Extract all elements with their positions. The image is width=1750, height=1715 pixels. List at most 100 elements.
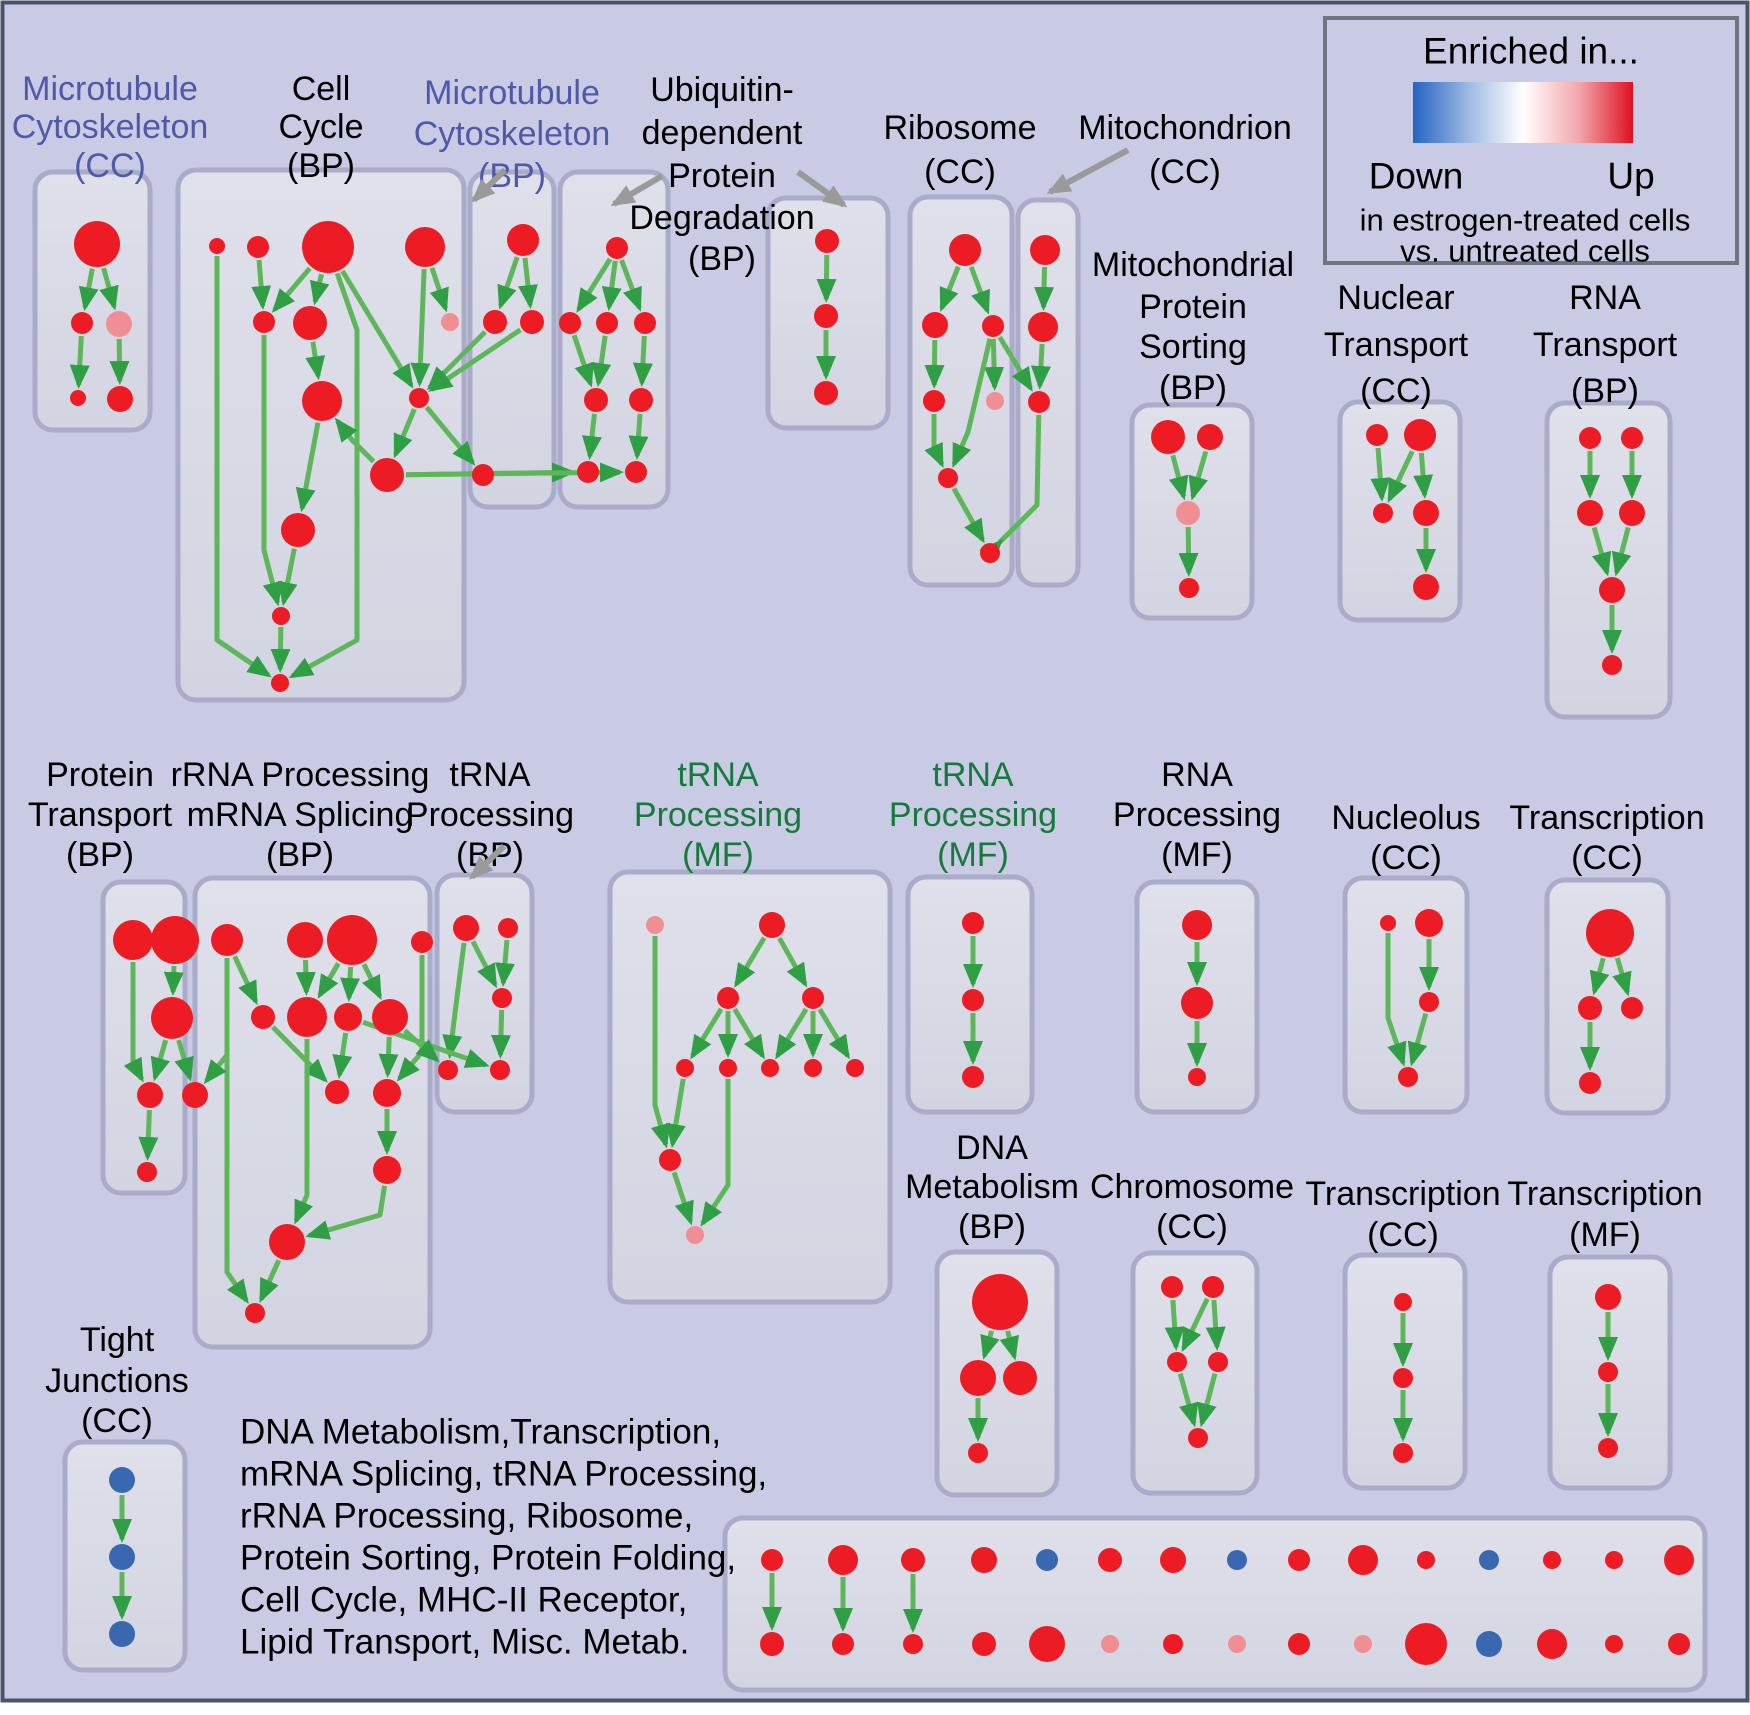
edge-arrow-chrom bbox=[1181, 1297, 1210, 1353]
gene-node-ubiq-6 bbox=[577, 461, 599, 483]
edge-arrow-ribosome bbox=[924, 414, 945, 468]
gene-node-ubiq-0 bbox=[606, 237, 628, 259]
gene-node-trna-bp-0 bbox=[453, 915, 479, 941]
gene-node-mt-bp-3 bbox=[472, 464, 494, 486]
edge-arrow-rrna bbox=[378, 1036, 399, 1079]
gene-node-ubiq2-0 bbox=[815, 229, 839, 253]
gene-node-rna-mf-0 bbox=[1182, 910, 1212, 940]
go-term-label-ubiq-line4: (BP) bbox=[688, 240, 756, 278]
edge-arrow-ribosome bbox=[951, 487, 985, 544]
gene-node-rrna-10 bbox=[373, 1156, 401, 1184]
go-term-label-mps-line3: (BP) bbox=[1159, 369, 1227, 407]
edge-arrow-rrna bbox=[224, 958, 249, 1304]
gene-node-pt-2 bbox=[151, 997, 193, 1039]
gene-node-mps-2 bbox=[1176, 501, 1200, 525]
gene-node-rnat-3 bbox=[1619, 500, 1645, 526]
gene-node-mixed-9 bbox=[1348, 1545, 1378, 1575]
gene-node-mixed-19 bbox=[1029, 1626, 1065, 1662]
edge-arrow-txn-cc2 bbox=[1612, 957, 1632, 997]
go-term-label-pt-line1: Transport bbox=[28, 796, 173, 834]
gene-node-rrna-4 bbox=[251, 1005, 275, 1029]
edge-arrow-rrna bbox=[340, 966, 361, 1003]
edge-arrow-cell-cycle bbox=[429, 267, 449, 313]
go-term-label-mps-line0: Mitochondrial bbox=[1092, 246, 1294, 284]
gene-node-txn-cc2-2 bbox=[1621, 997, 1643, 1019]
go-term-label-trna-mf2-line0: tRNA bbox=[932, 756, 1014, 794]
gene-node-nuct-4 bbox=[1413, 574, 1439, 600]
go-term-label-rna-mf-line0: RNA bbox=[1161, 756, 1233, 794]
edge-arrow-nucleolus bbox=[1407, 1012, 1429, 1067]
gene-node-rrna-3 bbox=[411, 931, 433, 953]
edge-arrow-mito bbox=[1030, 343, 1051, 391]
gene-node-ribosome-1 bbox=[922, 312, 948, 338]
misc-terms-note-line4: Cell Cycle, MHC-II Receptor, bbox=[240, 1581, 687, 1620]
legend-title: Enriched in... bbox=[1423, 31, 1639, 72]
edge-arrow-cell-cycle bbox=[288, 272, 360, 679]
edge-arrow-mt-bp bbox=[518, 257, 538, 310]
gene-node-rna-mf-2 bbox=[1188, 1068, 1206, 1086]
edge-arrow-trna-mf bbox=[650, 936, 671, 1149]
gene-node-ubiq-4 bbox=[584, 388, 608, 412]
gene-node-nucleolus-0 bbox=[1380, 915, 1396, 931]
go-term-label-dnam-line0: DNA bbox=[956, 1129, 1028, 1167]
gene-node-rrna-5 bbox=[287, 997, 327, 1037]
edge-arrow-ubiq bbox=[582, 413, 602, 461]
gene-node-mixed-21 bbox=[1163, 1634, 1183, 1654]
gene-node-cell-cycle-11 bbox=[271, 674, 289, 692]
gene-node-tj-0 bbox=[109, 1467, 135, 1493]
gene-node-trna-mf-3 bbox=[802, 987, 824, 1009]
gene-node-trna-bp-3 bbox=[438, 1060, 458, 1080]
gene-node-nucleolus-3 bbox=[1398, 1067, 1418, 1087]
gene-node-txn-mf-1 bbox=[1598, 1362, 1618, 1382]
legend-down-label: Down bbox=[1369, 156, 1464, 197]
go-term-label-mt-cc-line2: (CC) bbox=[74, 147, 146, 185]
edge-arrow-chrom bbox=[1177, 1372, 1199, 1428]
go-term-box-txn-cc2 bbox=[1544, 877, 1671, 1116]
go-term-label-nucleolus-line0: Nucleolus bbox=[1331, 799, 1480, 837]
edge-arrow-txn-cc2 bbox=[1589, 957, 1610, 996]
label-pointer-arrow-3 bbox=[1046, 147, 1130, 195]
gene-node-mixed-22 bbox=[1228, 1635, 1246, 1653]
edge-arrow-cell-cycle bbox=[295, 422, 321, 513]
legend-subtitle-line2: vs. untreated cells bbox=[1400, 234, 1650, 269]
edge-arrow-cell-cycle bbox=[261, 335, 283, 607]
cross-edge-arrow bbox=[203, 958, 230, 1085]
go-term-label-mt-cc-line1: Cytoskeleton bbox=[12, 108, 209, 146]
edge-arrow-dnam bbox=[999, 1330, 1019, 1361]
gene-node-mixed-15 bbox=[760, 1632, 784, 1656]
gene-node-trna-mf-2 bbox=[717, 987, 739, 1009]
misc-terms-note-line3: Protein Sorting, Protein Folding, bbox=[240, 1539, 736, 1578]
gene-node-mito-2 bbox=[1028, 391, 1050, 413]
gene-node-rrna-7 bbox=[372, 999, 408, 1035]
go-term-label-trna-mf2-line1: Processing bbox=[889, 796, 1057, 834]
gene-node-tj-1 bbox=[109, 1544, 135, 1570]
edge-arrow-rnat bbox=[1591, 526, 1612, 577]
edge-arrow-dnam bbox=[980, 1330, 1000, 1360]
edge-arrow-rrna bbox=[293, 1039, 314, 1225]
go-term-label-nuct-line0: Nuclear bbox=[1337, 279, 1454, 317]
edge-arrow-rrna bbox=[232, 955, 259, 1006]
go-term-label-txn-cc2-line0: Transcription bbox=[1509, 799, 1704, 837]
gene-node-trna-mf-4 bbox=[676, 1059, 694, 1077]
edge-arrow-chrom bbox=[1205, 1299, 1226, 1352]
gene-node-mixed-3 bbox=[971, 1547, 997, 1573]
layer-nodes bbox=[70, 221, 1694, 1665]
edge-arrow-cell-cycle bbox=[277, 548, 298, 607]
gene-node-mixed-2 bbox=[901, 1548, 925, 1572]
gene-node-dnam-2 bbox=[1003, 1361, 1037, 1395]
gene-node-mito-1 bbox=[1028, 312, 1058, 342]
go-term-box-mt-cc bbox=[32, 169, 153, 433]
gene-node-ubiq-7 bbox=[625, 461, 647, 483]
misc-terms-note-line1: mRNA Splicing, tRNA Processing, bbox=[240, 1455, 767, 1494]
edge-arrow-trna-mf bbox=[732, 1007, 765, 1060]
gene-node-ubiq2-2 bbox=[814, 381, 838, 405]
go-term-label-mt-bp-line1: Cytoskeleton bbox=[414, 115, 611, 153]
cross-edge-arrow bbox=[424, 405, 476, 466]
edge-arrow-trna-mf bbox=[775, 1007, 809, 1060]
go-term-label-tj-line1: Junctions bbox=[45, 1362, 189, 1400]
edge-arrow-pt bbox=[138, 1109, 159, 1162]
gene-node-rrna-9 bbox=[373, 1079, 401, 1107]
go-term-label-nucleolus-line1: (CC) bbox=[1370, 839, 1442, 877]
gene-node-cell-cycle-6 bbox=[441, 313, 459, 331]
